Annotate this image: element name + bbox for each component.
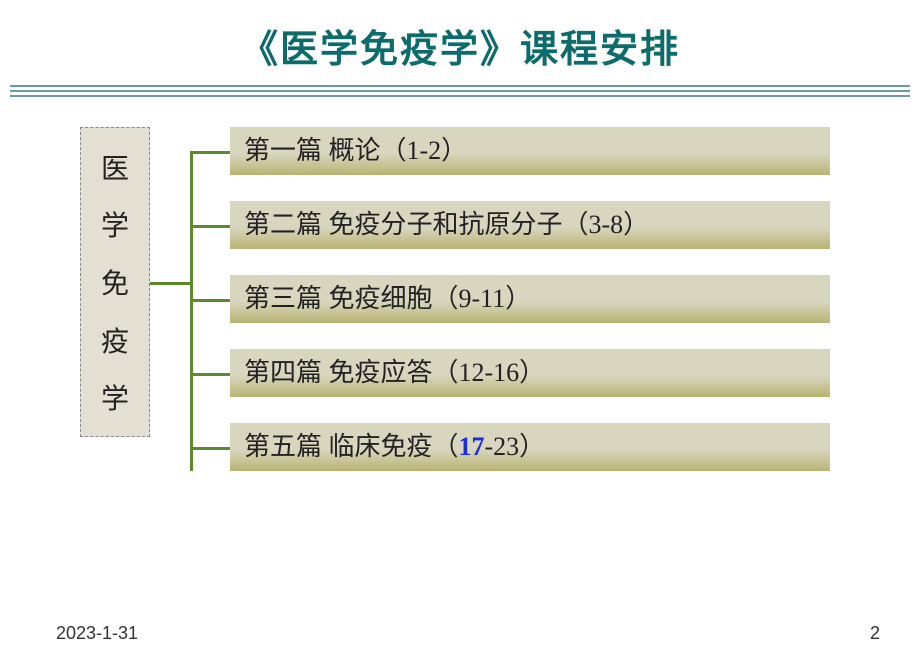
chapter-text-post: -23） (485, 432, 546, 461)
chapter-list: 第一篇 概论（1-2） 第二篇 免疫分子和抗原分子（3-8） 第三篇 免疫细胞（… (230, 127, 830, 497)
tree-root-line (150, 282, 193, 285)
vlabel-char: 学 (101, 377, 129, 417)
chapter-item: 第四篇 免疫应答（12-16） (230, 349, 830, 397)
tree-branch (190, 373, 230, 376)
vlabel-char: 医 (101, 147, 129, 187)
chapter-item: 第五篇 临床免疫（17-23） (230, 423, 830, 471)
tree-branch (190, 225, 230, 228)
tree-branch (190, 299, 230, 302)
vlabel-char: 疫 (101, 320, 129, 360)
footer-page-number: 2 (870, 623, 880, 644)
tree-trunk-line (190, 151, 193, 471)
chapter-item: 第三篇 免疫细胞（9-11） (230, 275, 830, 323)
chapter-item: 第二篇 免疫分子和抗原分子（3-8） (230, 201, 830, 249)
chapter-item: 第一篇 概论（1-2） (230, 127, 830, 175)
tree-connector (150, 127, 230, 487)
vlabel-char: 学 (101, 204, 129, 244)
title-rule (10, 85, 910, 97)
tree-branch (190, 151, 230, 154)
vlabel-char: 免 (101, 262, 129, 302)
chapter-text-pre: 第五篇 临床免疫（ (244, 432, 459, 461)
vertical-label-box: 医 学 免 疫 学 (80, 127, 150, 437)
footer-date: 2023-1-31 (56, 623, 138, 644)
chapter-highlight: 17 (459, 432, 485, 461)
tree-branch (190, 447, 230, 450)
page-title: 《医学免疫学》课程安排 (0, 0, 920, 85)
